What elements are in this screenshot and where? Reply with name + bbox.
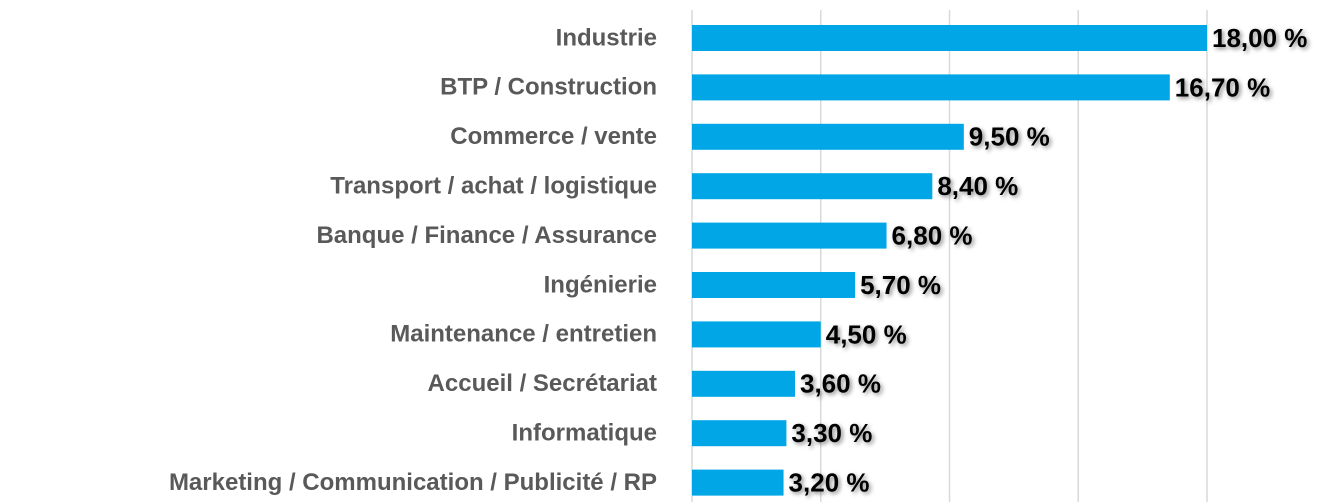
category-label: Commerce / vente (450, 123, 657, 150)
category-label: Transport / achat / logistique (330, 173, 657, 200)
bar (692, 321, 821, 348)
value-label: 3,30 % (791, 418, 872, 448)
category-label: Marketing / Communication / Publicité / … (169, 469, 657, 496)
bar (692, 123, 964, 150)
bar (692, 420, 787, 447)
category-label: Accueil / Secrétariat (428, 370, 657, 397)
bar (692, 74, 1170, 101)
value-label: 16,70 % (1175, 72, 1270, 102)
value-label: 9,50 % (969, 122, 1050, 152)
value-label: 3,20 % (789, 467, 870, 497)
bar (692, 173, 933, 200)
value-label: 8,40 % (937, 171, 1018, 201)
value-label: 4,50 % (826, 319, 907, 349)
category-label: Maintenance / entretien (390, 321, 657, 348)
category-label: BTP / Construction (440, 74, 657, 101)
category-label: Ingénierie (544, 271, 657, 298)
value-label: 6,80 % (892, 220, 973, 250)
bar (692, 25, 1207, 51)
category-label: Banque / Finance / Assurance (316, 222, 657, 249)
category-label: Industrie (556, 24, 657, 51)
value-label: 5,70 % (860, 270, 941, 300)
bar (692, 469, 784, 496)
bar (692, 272, 856, 298)
category-label: Informatique (512, 420, 657, 447)
value-label: 18,00 % (1212, 23, 1307, 53)
bar (692, 370, 795, 397)
bar (692, 222, 887, 249)
value-label: 3,60 % (800, 369, 881, 399)
